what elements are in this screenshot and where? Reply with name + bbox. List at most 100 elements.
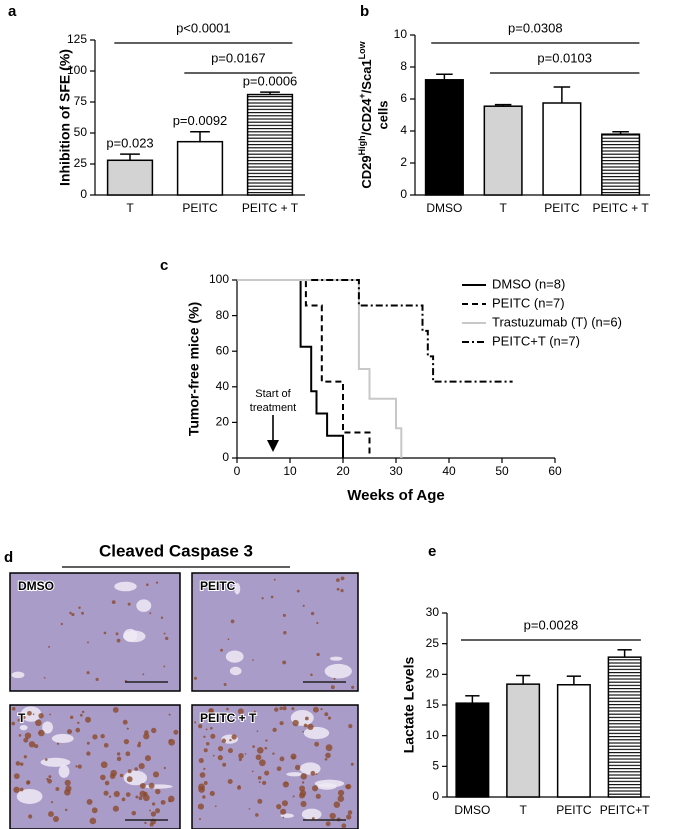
micrograph-label: T <box>18 711 26 725</box>
stain-dot <box>92 734 98 740</box>
stain-dot <box>138 796 143 801</box>
x-tick-label: T <box>519 803 527 817</box>
x-tick-label: T <box>499 201 507 215</box>
x-tick-label: 0 <box>234 464 241 478</box>
stain-dot <box>23 737 29 743</box>
stain-dot <box>281 800 288 807</box>
stain-dot <box>149 809 151 812</box>
stain-dot <box>270 595 274 599</box>
stain-dot <box>198 783 205 791</box>
stain-dot <box>273 578 276 581</box>
stain-dot <box>347 810 353 815</box>
tissue-gap <box>11 671 25 679</box>
stain-dot <box>149 822 154 827</box>
stain-dot <box>282 706 287 711</box>
annotation-arrowhead <box>267 440 279 452</box>
survival-line <box>237 279 344 458</box>
stain-dot <box>149 612 152 615</box>
survival-line <box>237 279 403 458</box>
y-tick-label: 15 <box>426 697 440 711</box>
stain-dot <box>310 770 316 776</box>
stain-dot <box>139 782 146 789</box>
stain-dot <box>163 632 166 635</box>
stain-dot <box>48 811 54 818</box>
stain-dot <box>292 795 295 798</box>
y-tick-label: 75 <box>74 94 88 108</box>
stain-dot <box>18 734 22 737</box>
stain-dot <box>163 665 166 668</box>
stain-dot <box>67 729 72 735</box>
bar <box>556 684 591 798</box>
stain-dot <box>272 727 277 733</box>
x-tick-label: 30 <box>389 464 403 478</box>
stain-dot <box>13 786 20 793</box>
x-tick-label: PEITC <box>544 201 580 215</box>
stain-dot <box>210 733 216 739</box>
stain-dot <box>27 710 32 716</box>
stain-dot <box>69 715 74 720</box>
stain-dot <box>23 755 27 759</box>
x-tick-label: 50 <box>495 464 509 478</box>
stain-dot <box>34 744 39 749</box>
stain-dot <box>122 719 128 725</box>
y-tick-label: 0 <box>222 450 229 464</box>
stain-dot <box>340 576 345 581</box>
stain-dot <box>144 755 152 762</box>
stain-dot <box>144 821 147 825</box>
stain-dot <box>152 771 160 778</box>
stain-dot <box>203 748 208 753</box>
x-tick-label: DMSO <box>454 803 490 817</box>
stain-dot <box>109 773 116 779</box>
tissue-gap <box>40 757 71 767</box>
stain-dot <box>155 788 161 795</box>
y-tick-label: 0 <box>80 187 87 201</box>
bar <box>607 656 642 798</box>
stain-dot <box>264 770 270 776</box>
y-tick-label: 10 <box>394 27 408 41</box>
stain-dot <box>325 744 333 752</box>
stain-dot <box>333 801 341 808</box>
panel-label: b <box>360 3 369 20</box>
stain-dot <box>217 755 223 761</box>
stain-dot <box>292 719 299 727</box>
tissue-gap <box>329 656 343 661</box>
legend-label: DMSO (n=8) <box>492 276 565 291</box>
stain-dot <box>100 774 106 781</box>
stain-dot <box>208 709 214 714</box>
stain-dot <box>38 729 45 737</box>
stain-dot <box>329 812 336 820</box>
tissue-gap <box>114 581 137 592</box>
y-tick-label: 4 <box>400 123 407 137</box>
tissue-gap <box>225 650 244 663</box>
stain-dot <box>255 754 262 761</box>
stain-dot <box>52 815 60 823</box>
survival-line <box>237 279 371 458</box>
stain-dot <box>276 766 282 772</box>
stain-dot <box>244 753 247 755</box>
stain-dot <box>303 723 308 728</box>
stain-dot <box>36 582 41 587</box>
stain-dot <box>77 764 82 769</box>
micrograph-label: PEITC <box>200 579 236 593</box>
stain-dot <box>222 762 227 767</box>
p-value: p=0.0103 <box>537 50 592 65</box>
tissue-gap <box>299 762 321 775</box>
stain-dot <box>248 808 251 810</box>
stain-dot <box>89 817 97 825</box>
x-tick-label: 60 <box>548 464 562 478</box>
stain-dot <box>276 803 282 810</box>
stain-dot <box>160 616 164 619</box>
stain-dot <box>256 746 264 754</box>
y-tick-label: 30 <box>426 605 440 619</box>
stain-dot <box>121 797 126 802</box>
y-axis-label-part: /CD24 <box>359 98 374 136</box>
y-tick-label: 10 <box>426 728 440 742</box>
y-tick-label: 100 <box>209 272 229 286</box>
stain-dot <box>330 685 335 690</box>
stain-dot <box>279 756 285 762</box>
stain-dot <box>212 754 215 757</box>
stain-dot <box>79 713 83 717</box>
stain-dot <box>314 741 320 747</box>
bar <box>106 159 154 196</box>
stain-dot <box>44 758 48 761</box>
